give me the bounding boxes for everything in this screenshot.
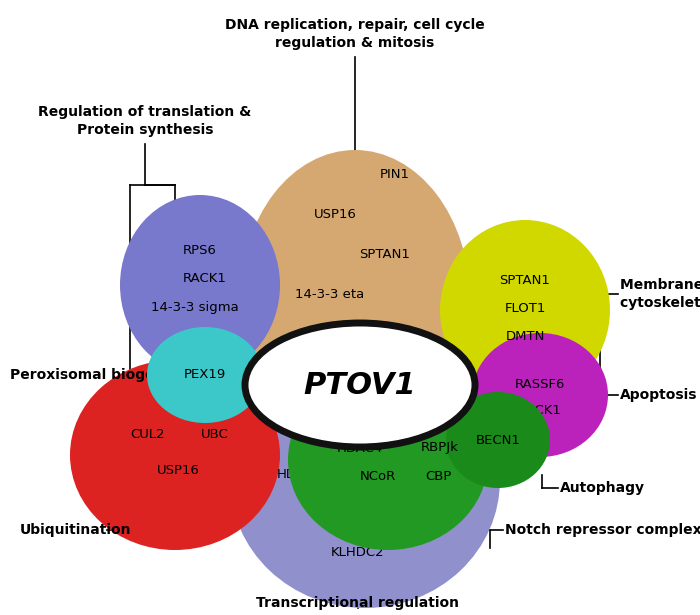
Text: Membrane trafficking &: Membrane trafficking & [620, 278, 700, 292]
Text: USP16: USP16 [314, 208, 356, 221]
Text: SPTAN1: SPTAN1 [360, 248, 410, 261]
Text: RPS6: RPS6 [183, 244, 217, 256]
Text: CUL2: CUL2 [131, 429, 165, 442]
Text: 14-3-3 eta: 14-3-3 eta [295, 288, 365, 301]
Text: PEX19: PEX19 [184, 368, 226, 381]
Text: UBC: UBC [201, 429, 229, 442]
Ellipse shape [446, 392, 550, 488]
Text: 14-3-3 sigma: 14-3-3 sigma [324, 323, 412, 336]
Text: RACK1: RACK1 [183, 271, 227, 285]
Text: Autophagy: Autophagy [560, 481, 645, 495]
Text: Transcriptional regulation: Transcriptional regulation [256, 596, 459, 610]
Text: DNA replication, repair, cell cycle: DNA replication, repair, cell cycle [225, 18, 485, 32]
Ellipse shape [472, 333, 608, 457]
Text: HDAC1: HDAC1 [370, 411, 416, 424]
Ellipse shape [440, 220, 610, 400]
Text: DMTN: DMTN [505, 330, 545, 343]
Text: Regulation of translation &: Regulation of translation & [38, 105, 251, 119]
Text: CBP: CBP [425, 469, 452, 483]
Ellipse shape [230, 352, 500, 608]
Text: 14-3-3 sigma: 14-3-3 sigma [151, 301, 239, 314]
Ellipse shape [240, 150, 470, 450]
Text: RBPJk: RBPJk [421, 442, 459, 454]
Ellipse shape [70, 360, 280, 550]
Text: RASSF6: RASSF6 [514, 378, 565, 392]
Text: Ubiquitination: Ubiquitination [20, 523, 132, 537]
Text: HDAC4: HDAC4 [337, 442, 383, 454]
Ellipse shape [245, 323, 475, 447]
Text: USP16: USP16 [157, 464, 200, 477]
Text: SPTAN1: SPTAN1 [500, 274, 550, 287]
Ellipse shape [288, 370, 488, 550]
Text: RACK1: RACK1 [518, 403, 562, 416]
Ellipse shape [120, 195, 280, 375]
Text: NCoR: NCoR [360, 469, 396, 483]
Text: PIN1: PIN1 [380, 169, 410, 181]
Text: KLHDC2: KLHDC2 [331, 546, 385, 558]
Text: BECN1: BECN1 [475, 434, 520, 446]
Text: HDAC6: HDAC6 [277, 469, 323, 482]
Text: Apoptosis: Apoptosis [620, 388, 697, 402]
Text: FLOT1: FLOT1 [504, 301, 546, 314]
Text: Notch repressor complex: Notch repressor complex [505, 523, 700, 537]
Text: PTOV1: PTOV1 [304, 370, 416, 400]
Ellipse shape [147, 327, 263, 423]
Text: cytoskeleton stabilization: cytoskeleton stabilization [620, 296, 700, 310]
Text: Peroxisomal biogenesis: Peroxisomal biogenesis [10, 368, 195, 382]
Text: Protein synthesis: Protein synthesis [77, 123, 214, 137]
Text: regulation & mitosis: regulation & mitosis [275, 36, 435, 50]
